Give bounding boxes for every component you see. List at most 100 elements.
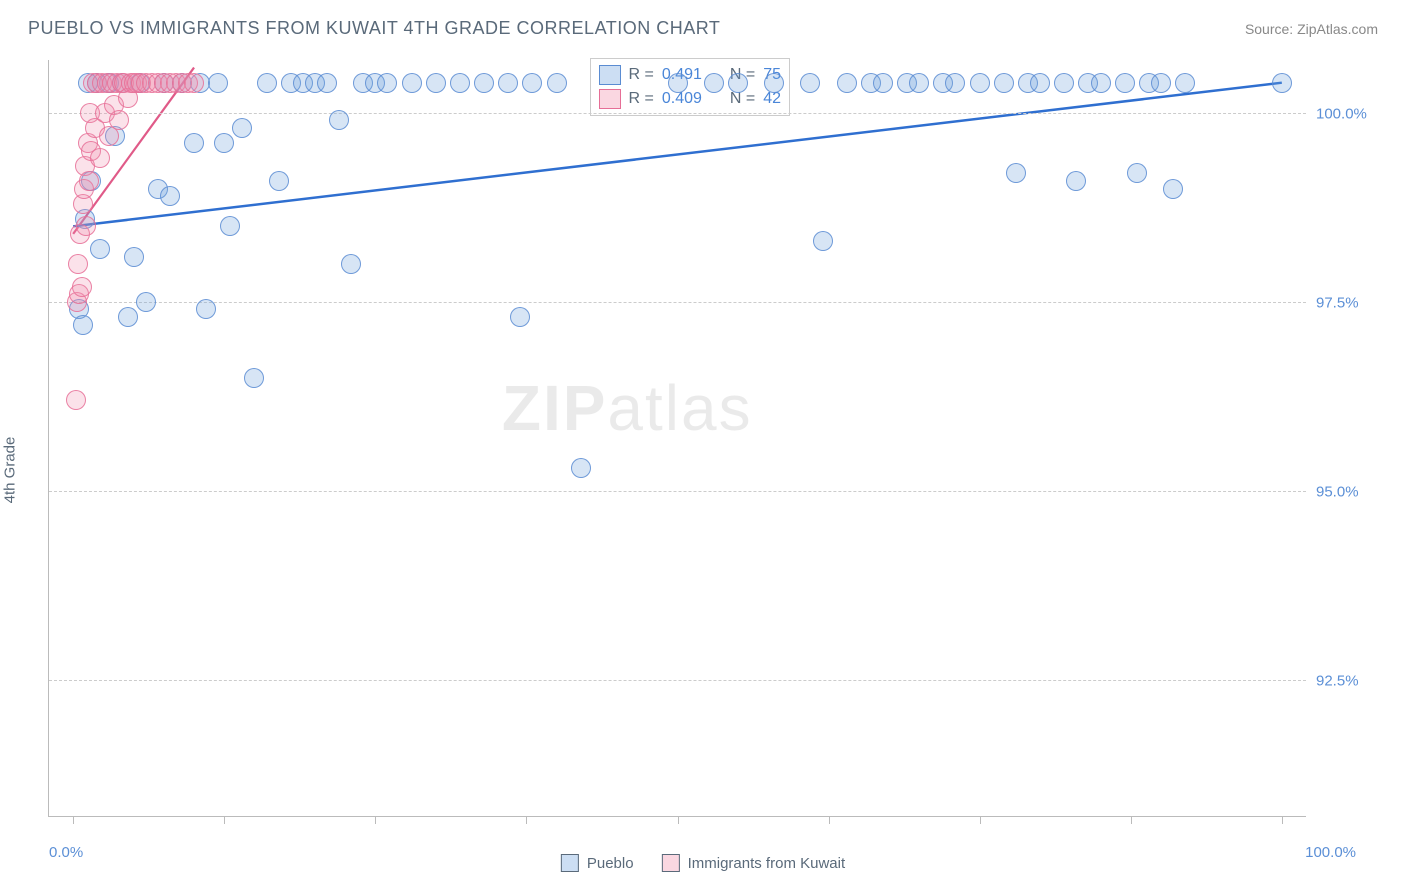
data-point (118, 307, 138, 327)
data-point (341, 254, 361, 274)
data-point (90, 239, 110, 259)
data-point (109, 110, 129, 130)
data-point (668, 73, 688, 93)
data-point (873, 73, 893, 93)
x-tick (526, 816, 527, 824)
x-tick (375, 816, 376, 824)
data-point (994, 73, 1014, 93)
data-point (214, 133, 234, 153)
legend-swatch (599, 89, 621, 109)
data-point (317, 73, 337, 93)
data-point (208, 73, 228, 93)
y-tick-label: 100.0% (1306, 105, 1367, 122)
x-tick (1282, 816, 1283, 824)
data-point (1127, 163, 1147, 183)
data-point (728, 73, 748, 93)
data-point (1091, 73, 1111, 93)
watermark: ZIPatlas (502, 371, 753, 445)
legend-row: R = 0.409 N = 42 (599, 87, 782, 111)
plot-area: ZIPatlas R = 0.491 N = 75 R = 0.409 N = … (48, 60, 1306, 817)
data-point (329, 110, 349, 130)
data-point (426, 73, 446, 93)
data-point (269, 171, 289, 191)
data-point (571, 458, 591, 478)
x-tick (224, 816, 225, 824)
legend-label: Pueblo (587, 855, 634, 872)
data-point (72, 277, 92, 297)
data-point (377, 73, 397, 93)
chart-container: 4th Grade ZIPatlas R = 0.491 N = 75 R = … (0, 48, 1406, 892)
data-point (76, 216, 96, 236)
data-point (1030, 73, 1050, 93)
data-point (257, 73, 277, 93)
data-point (73, 315, 93, 335)
data-point (1272, 73, 1292, 93)
data-point (837, 73, 857, 93)
data-point (522, 73, 542, 93)
gridline: 95.0% (49, 491, 1306, 492)
data-point (68, 254, 88, 274)
regression-lines (49, 60, 1306, 816)
legend-r-value: 0.409 (662, 90, 702, 108)
series-legend: Pueblo Immigrants from Kuwait (561, 854, 845, 872)
y-tick-label: 97.5% (1306, 294, 1359, 311)
x-axis-max-label: 100.0% (1305, 816, 1356, 861)
data-point (909, 73, 929, 93)
x-tick (829, 816, 830, 824)
series-legend-item: Pueblo (561, 854, 634, 872)
chart-title: PUEBLO VS IMMIGRANTS FROM KUWAIT 4TH GRA… (28, 18, 720, 39)
x-axis-min-label: 0.0% (49, 816, 83, 861)
legend-swatch (662, 854, 680, 872)
legend-r-label: R = (629, 90, 654, 108)
series-legend-item: Immigrants from Kuwait (662, 854, 846, 872)
data-point (510, 307, 530, 327)
data-point (232, 118, 252, 138)
data-point (1175, 73, 1195, 93)
y-axis-label: 4th Grade (2, 437, 19, 504)
gridline: 97.5% (49, 302, 1306, 303)
data-point (945, 73, 965, 93)
data-point (970, 73, 990, 93)
data-point (1054, 73, 1074, 93)
legend-n-label: N = (730, 90, 755, 108)
data-point (800, 73, 820, 93)
data-point (1163, 179, 1183, 199)
data-point (547, 73, 567, 93)
data-point (764, 73, 784, 93)
data-point (196, 299, 216, 319)
data-point (90, 148, 110, 168)
data-point (136, 292, 156, 312)
data-point (1115, 73, 1135, 93)
x-tick (678, 816, 679, 824)
x-tick (1131, 816, 1132, 824)
data-point (184, 73, 204, 93)
data-point (704, 73, 724, 93)
data-point (450, 73, 470, 93)
y-tick-label: 92.5% (1306, 672, 1359, 689)
x-tick (73, 816, 74, 824)
source-label: Source: ZipAtlas.com (1245, 21, 1378, 37)
legend-swatch (599, 65, 621, 85)
data-point (402, 73, 422, 93)
legend-row: R = 0.491 N = 75 (599, 63, 782, 87)
data-point (1006, 163, 1026, 183)
legend-n-value: 42 (763, 90, 781, 108)
legend-label: Immigrants from Kuwait (688, 855, 846, 872)
data-point (124, 247, 144, 267)
legend-r-label: R = (629, 66, 654, 84)
data-point (474, 73, 494, 93)
gridline: 100.0% (49, 113, 1306, 114)
data-point (244, 368, 264, 388)
data-point (1151, 73, 1171, 93)
data-point (498, 73, 518, 93)
data-point (813, 231, 833, 251)
legend-swatch (561, 854, 579, 872)
data-point (160, 186, 180, 206)
data-point (79, 171, 99, 191)
stats-legend: R = 0.491 N = 75 R = 0.409 N = 42 (590, 58, 791, 116)
gridline: 92.5% (49, 680, 1306, 681)
data-point (184, 133, 204, 153)
data-point (1066, 171, 1086, 191)
y-tick-label: 95.0% (1306, 483, 1359, 500)
x-tick (980, 816, 981, 824)
